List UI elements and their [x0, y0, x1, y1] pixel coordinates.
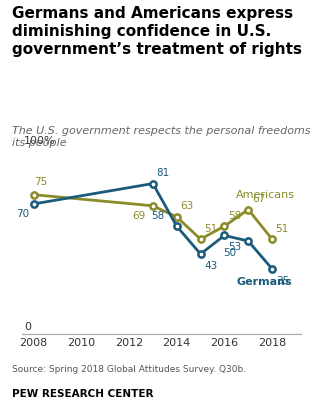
Text: The U.S. government respects the personal freedoms of
its people: The U.S. government respects the persona… [12, 126, 310, 148]
Text: 69: 69 [132, 211, 146, 221]
Text: Germans and Americans express
diminishing confidence in U.S.
government’s treatm: Germans and Americans express diminishin… [12, 6, 302, 57]
Text: 81: 81 [157, 168, 170, 178]
Text: 70: 70 [16, 209, 29, 219]
Text: Source: Spring 2018 Global Attitudes Survey. Q30b.: Source: Spring 2018 Global Attitudes Sur… [12, 365, 246, 374]
Text: Germans: Germans [236, 277, 292, 288]
Text: 50: 50 [223, 248, 236, 258]
Text: 63: 63 [180, 201, 193, 211]
Text: 43: 43 [204, 261, 217, 271]
Text: 67: 67 [252, 194, 265, 204]
Text: 75: 75 [33, 177, 47, 187]
Text: 35: 35 [276, 276, 289, 286]
Text: 100%: 100% [24, 136, 56, 147]
Text: 58: 58 [152, 211, 165, 221]
Text: Americans: Americans [236, 190, 295, 200]
Text: 51: 51 [204, 224, 217, 234]
Text: 51: 51 [276, 224, 289, 234]
Text: 58: 58 [228, 211, 241, 221]
Text: 53: 53 [228, 242, 241, 252]
Text: 0: 0 [24, 322, 31, 332]
Text: PEW RESEARCH CENTER: PEW RESEARCH CENTER [12, 389, 154, 399]
